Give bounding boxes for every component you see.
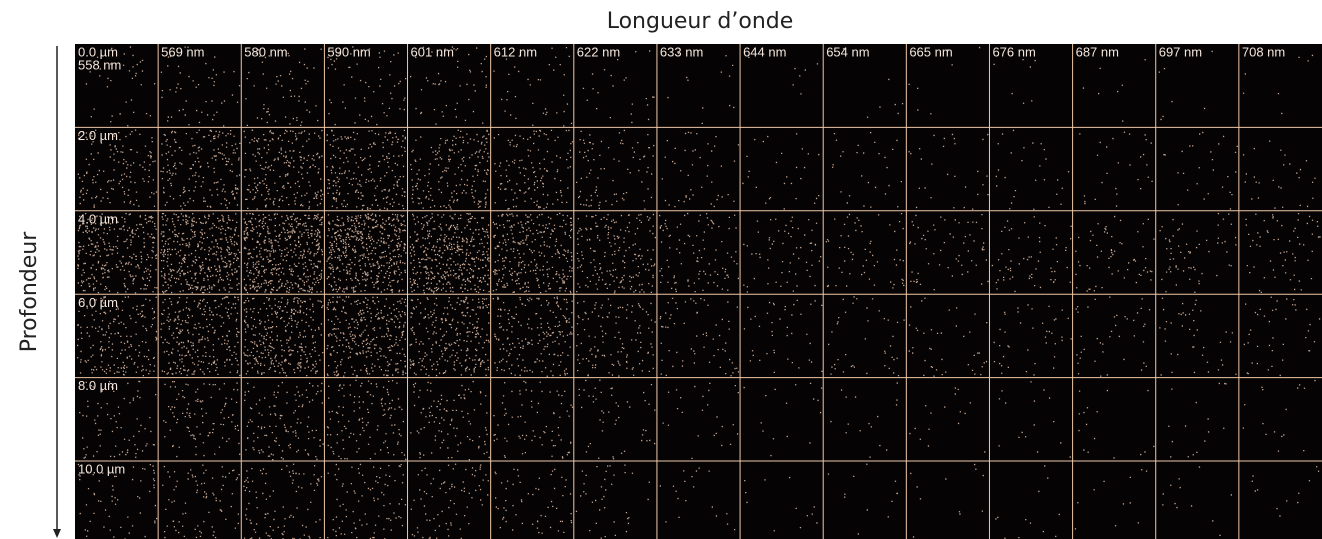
wavelength-label: 622 nm	[577, 45, 620, 60]
speckle-cell	[578, 379, 656, 460]
wavelength-label: 708 nm	[1242, 45, 1285, 60]
wavelength-label: 601 nm	[411, 45, 454, 60]
depth-label: 10.0 µm	[78, 462, 125, 477]
wavelength-label: 569 nm	[161, 45, 204, 60]
depth-label: 2.0 µm	[78, 128, 118, 143]
speckle-cell	[79, 380, 157, 459]
speckle-cell	[160, 296, 241, 377]
wavelength-label: 654 nm	[826, 45, 869, 60]
depth-label: 8.0 µm	[78, 378, 118, 393]
wavelength-label: 558 nm	[78, 58, 121, 73]
wavelength-label: 665 nm	[909, 45, 952, 60]
speckles	[77, 46, 1321, 539]
wavelength-label: 590 nm	[327, 45, 370, 60]
speckle-cell	[160, 213, 241, 294]
speckle-cell	[493, 129, 574, 210]
image-grid	[75, 44, 1322, 539]
arrow-head	[53, 529, 61, 538]
grid-lines	[75, 44, 1322, 539]
wavelength-label: 697 nm	[1159, 45, 1202, 60]
wavelength-label: 580 nm	[244, 45, 287, 60]
depth-label: 4.0 µm	[78, 211, 118, 226]
speckle-cell	[410, 463, 489, 539]
wavelength-label: 687 nm	[1076, 45, 1119, 60]
title: Longueur d’onde	[607, 9, 794, 34]
speckle-cell	[409, 213, 490, 294]
speckle-cell	[576, 298, 656, 377]
wavelength-label: 676 nm	[992, 45, 1035, 60]
speckle-cell	[492, 296, 573, 377]
wavelength-label: 612 nm	[494, 45, 537, 60]
speckle-cell	[327, 463, 407, 539]
cell-labels: 558 nm 569 nm 580 nm 590 nm 601 nm 612 nm 622 …	[78, 45, 1285, 477]
speckle-cell	[576, 129, 655, 210]
speckle-cell	[77, 212, 158, 294]
speckle-cell	[828, 296, 905, 377]
speckle-cell	[1163, 131, 1238, 210]
speckle-cell	[326, 213, 407, 293]
speckle-cell	[909, 214, 989, 291]
speckle-cell	[77, 129, 158, 208]
depth-label: 0.0 µm	[78, 45, 118, 60]
speckle-cell	[659, 467, 736, 531]
depth-label: 6.0 µm	[78, 295, 118, 310]
speckle-cell	[326, 296, 407, 377]
speckle-cell	[326, 129, 406, 211]
depth-label: Profondeur	[17, 231, 42, 352]
wavelength-label: 644 nm	[743, 45, 786, 60]
wavelength-label: 633 nm	[660, 45, 703, 60]
speckle-cell	[492, 212, 573, 294]
